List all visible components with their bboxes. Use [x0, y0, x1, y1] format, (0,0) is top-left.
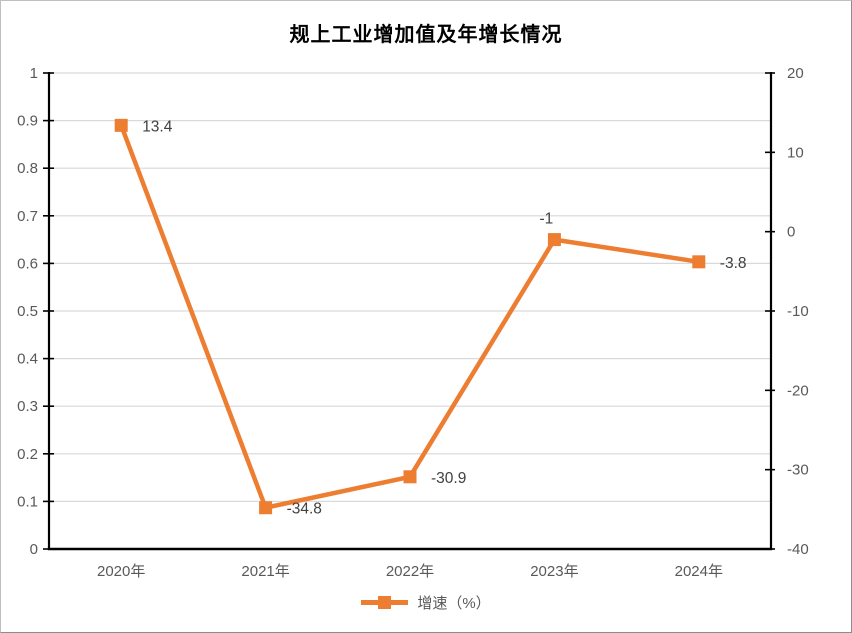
right-axis-tick-label: 10: [787, 144, 804, 161]
data-label: 13.4: [142, 118, 173, 135]
x-axis-category-label: 2022年: [386, 563, 434, 580]
left-axis-tick-label: 0.8: [17, 160, 38, 177]
left-axis-tick-label: 0.3: [17, 398, 38, 415]
data-label: -1: [540, 211, 554, 228]
x-axis-category-label: 2020年: [97, 563, 145, 580]
left-axis-tick-label: 0.5: [17, 303, 38, 320]
data-point-marker: [692, 255, 706, 269]
left-axis-tick-label: 0.7: [17, 208, 38, 225]
right-axis-tick-label: 0: [787, 224, 795, 241]
x-axis-category-label: 2021年: [241, 563, 289, 580]
chart-title: 规上工业增加值及年增长情况: [289, 24, 563, 46]
right-axis-tick-label: -20: [787, 382, 809, 399]
left-axis-tick-label: 0.2: [17, 446, 38, 463]
series-line: [118, 123, 702, 510]
data-point-marker: [547, 233, 561, 247]
legend-line-marker-icon: [361, 596, 409, 609]
data-point-marker: [259, 501, 273, 515]
right-axis-tick-label: -10: [787, 303, 809, 320]
legend: 增速（%）: [1, 592, 851, 613]
legend-square-marker-icon: [378, 596, 392, 609]
x-axis-category-label: 2023年: [530, 563, 578, 580]
right-axis-tick-label: 20: [787, 65, 804, 82]
right-axis-tick-label: -30: [787, 462, 809, 479]
left-axis-tick-label: 0.6: [17, 255, 38, 272]
data-label: -30.9: [431, 470, 466, 487]
data-point-marker: [403, 470, 417, 484]
left-axis-tick-label: 0.1: [17, 493, 38, 510]
data-point-marker: [114, 118, 128, 132]
right-axis-tick-label: -40: [787, 541, 809, 558]
legend-label: 增速（%）: [417, 595, 491, 612]
x-axis-category-label: 2024年: [675, 563, 723, 580]
left-axis-tick-label: 0: [30, 541, 38, 558]
left-axis-tick-label: 0.9: [17, 113, 38, 130]
left-axis-tick-label: 0.4: [17, 351, 38, 368]
left-axis-tick-label: 1: [30, 65, 38, 82]
data-label: -3.8: [720, 255, 747, 272]
data-label: -34.8: [287, 501, 322, 518]
